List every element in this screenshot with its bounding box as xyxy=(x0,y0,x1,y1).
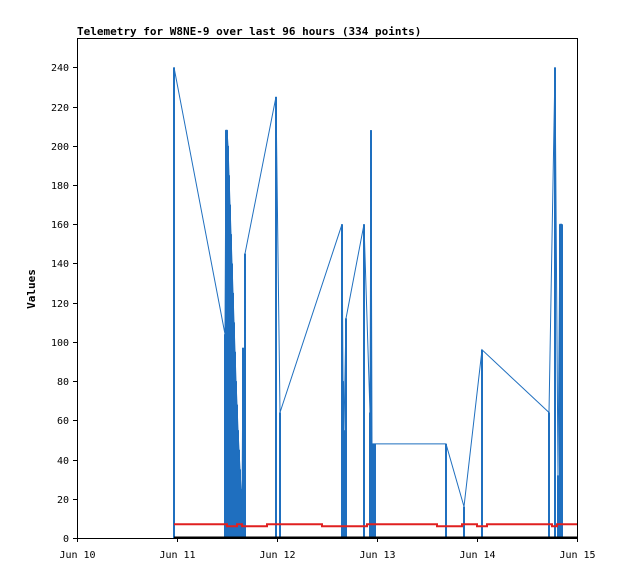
x-axis: Jun 10 Jun 11 Jun 12 Jun 13 Jun 14 Jun 15 xyxy=(59,538,596,561)
x-tick-label: Jun 12 xyxy=(259,550,295,561)
y-tick-label: 0 xyxy=(63,534,69,545)
y-tick-label: 220 xyxy=(51,103,69,114)
y-tick-label: 180 xyxy=(51,181,69,192)
y-tick-label: 200 xyxy=(51,142,69,153)
y-tick-label: 140 xyxy=(51,259,69,270)
spike-envelope xyxy=(173,67,562,509)
y-axis-title: Values xyxy=(25,269,38,309)
y-tick-label: 240 xyxy=(51,63,69,74)
x-tick-label: Jun 10 xyxy=(59,550,95,561)
chart-title: Telemetry for W8NE-9 over last 96 hours … xyxy=(77,25,421,38)
spike-series xyxy=(173,67,563,538)
y-tick-label: 60 xyxy=(57,416,69,427)
baseline-series-line xyxy=(174,523,577,528)
y-tick-label: 20 xyxy=(57,495,69,506)
x-tick-label: Jun 13 xyxy=(359,550,395,561)
y-tick-label: 40 xyxy=(57,456,69,467)
x-tick-label: Jun 15 xyxy=(559,550,595,561)
y-tick-label: 120 xyxy=(51,299,69,310)
y-tick-label: 80 xyxy=(57,377,69,388)
x-tick-label: Jun 14 xyxy=(459,550,495,561)
series-layer xyxy=(173,67,577,539)
y-tick-label: 160 xyxy=(51,220,69,231)
plot-frame xyxy=(77,38,578,539)
x-tick-label: Jun 11 xyxy=(159,550,195,561)
y-tick-label: 100 xyxy=(51,338,69,349)
y-axis: 0 20 40 60 80 100 120 140 160 180 200 220 240 xyxy=(51,63,77,545)
